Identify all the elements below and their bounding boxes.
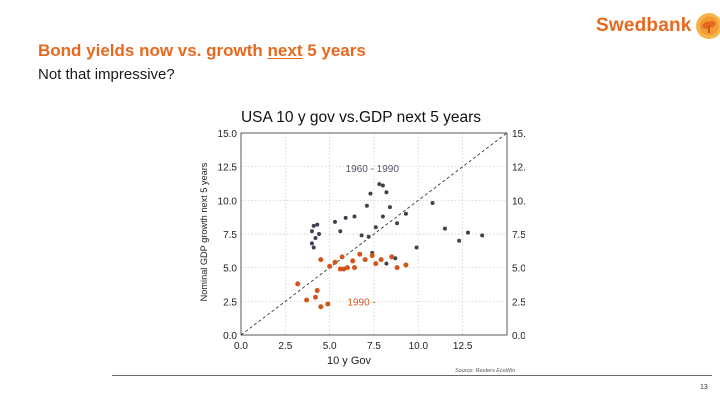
point-s0-30: [393, 256, 398, 261]
point-s0-1: [311, 223, 316, 228]
point-s0-19: [373, 225, 378, 230]
point-s0-2: [315, 222, 320, 227]
x-axis-label: 10 y Gov: [327, 355, 372, 367]
point-s0-12: [364, 203, 369, 208]
chart-annotations: 1960 - 1990 1990 -: [346, 164, 400, 308]
x-tick-5: 12.5: [453, 341, 473, 352]
point-s0-4: [313, 236, 318, 241]
point-s0-14: [377, 182, 382, 187]
point-s0-21: [395, 221, 400, 226]
y-tick-right-2: 5.0: [512, 264, 525, 275]
point-s1-5: [314, 288, 320, 294]
point-s0-16: [384, 190, 389, 195]
point-s0-11: [359, 233, 364, 238]
scatter-chart: USA 10 y gov vs.GDP next 5 years 0.0 2.5 5…: [199, 109, 525, 374]
y-tick-left-0: 0.0: [223, 331, 237, 342]
point-s0-18: [380, 214, 385, 219]
series-0: [309, 182, 485, 266]
point-s1-1: [304, 297, 310, 303]
y-tick-left-1: 2.5: [223, 297, 237, 308]
y-tick-left-3: 7.5: [223, 230, 237, 241]
page-number: 13: [700, 384, 708, 391]
y-ticks-right: 0.0 2.5 5.0 7.5 10.0 12.5 15.0: [512, 129, 525, 342]
point-s1-18: [378, 257, 384, 263]
point-s0-9: [343, 215, 348, 220]
point-s1-15: [362, 257, 368, 263]
point-s1-22: [339, 254, 345, 260]
annotation-1: 1990 -: [347, 297, 375, 308]
point-s0-22: [403, 211, 408, 216]
y-ticks-left: 0.0 2.5 5.0 7.5 10.0 12.5 15.0: [218, 129, 238, 342]
point-s0-25: [442, 226, 447, 231]
point-s0-31: [384, 261, 389, 266]
point-s0-17: [387, 205, 392, 210]
x-tick-1: 2.5: [278, 341, 292, 352]
point-s1-14: [357, 251, 363, 257]
point-s1-8: [332, 259, 338, 265]
point-s0-28: [480, 233, 485, 238]
point-s0-5: [309, 241, 314, 246]
point-s1-0: [295, 281, 301, 287]
data-points: [295, 182, 485, 310]
plot-frame: [240, 132, 508, 336]
series-1: [295, 251, 409, 310]
y-tick-right-1: 2.5: [512, 297, 525, 308]
footer-divider: [112, 375, 712, 376]
point-s1-4: [325, 301, 331, 307]
point-s0-27: [465, 230, 470, 235]
point-s1-13: [351, 265, 357, 271]
y-tick-right-4: 10.0: [512, 196, 525, 207]
point-s1-12: [350, 258, 356, 264]
y-tick-right-6: 15.0: [512, 129, 525, 140]
title-emphasis: next: [267, 41, 303, 60]
y-tick-right-0: 0.0: [512, 331, 525, 342]
point-s1-3: [318, 304, 324, 310]
point-s0-13: [368, 191, 373, 196]
logo-wordmark: Swedbank: [596, 15, 692, 36]
point-s0-15: [380, 183, 385, 188]
point-s0-24: [430, 201, 435, 206]
y-tick-left-4: 10.0: [218, 196, 238, 207]
point-s0-20: [366, 234, 371, 239]
point-s1-20: [394, 265, 400, 271]
point-s0-3: [317, 232, 322, 236]
reference-line-45deg: [240, 132, 508, 336]
point-s1-21: [403, 262, 409, 268]
x-ticks: 0.0 2.5 5.0 7.5 10.0 12.5: [234, 341, 473, 352]
y-tick-left-6: 15.0: [218, 129, 238, 140]
slide-subtitle: Not that impressive?: [38, 66, 175, 83]
x-tick-3: 7.5: [367, 341, 381, 352]
point-s1-2: [312, 294, 318, 300]
x-tick-4: 10.0: [409, 341, 429, 352]
point-s1-11: [344, 265, 350, 271]
annotation-0: 1960 - 1990: [346, 164, 400, 175]
source-note: Source: Reuters EcoWin: [455, 368, 515, 374]
point-s1-19: [389, 254, 395, 260]
point-s0-10: [352, 214, 357, 219]
chart-title: USA 10 y gov vs.GDP next 5 years: [241, 109, 481, 126]
point-s0-8: [338, 229, 343, 234]
point-s0-26: [457, 238, 462, 243]
point-s0-6: [311, 245, 316, 250]
y-axis-label: Nominal GDP growth next 5 years: [199, 162, 209, 301]
point-s0-23: [414, 245, 419, 250]
x-tick-0: 0.0: [234, 341, 248, 352]
title-suffix: 5 years: [302, 41, 366, 60]
x-tick-2: 5.0: [323, 341, 337, 352]
y-tick-right-3: 7.5: [512, 230, 525, 241]
point-s1-9: [337, 266, 343, 272]
swedbank-logo: Swedbank: [596, 12, 720, 40]
point-s1-7: [327, 263, 333, 269]
point-s0-7: [332, 219, 337, 224]
y-tick-left-5: 12.5: [218, 163, 238, 174]
point-s1-16: [369, 253, 375, 259]
slide-title: Bond yields now vs. growth next 5 years: [38, 41, 366, 61]
point-s1-17: [373, 261, 379, 267]
point-s0-0: [309, 229, 314, 234]
y-tick-left-2: 5.0: [223, 264, 237, 275]
oak-tree-icon: [695, 13, 720, 39]
title-prefix: Bond yields now vs. growth: [38, 41, 268, 60]
y-tick-right-5: 12.5: [512, 163, 525, 174]
point-s1-6: [318, 257, 324, 263]
